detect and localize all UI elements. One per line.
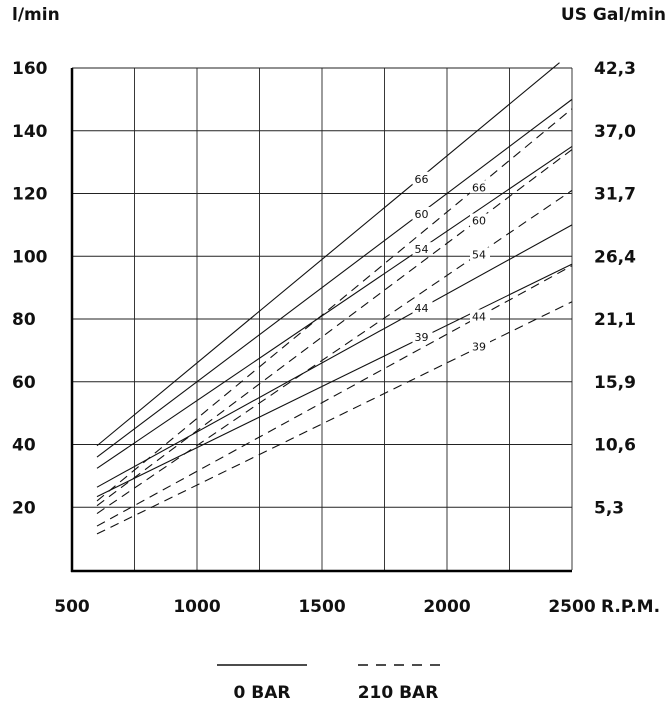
y2-tick-label: 5,3 [594, 498, 624, 518]
legend-label-210bar: 210 BAR [358, 683, 439, 703]
y-tick-label: 60 [12, 373, 36, 393]
series-label-54: 54 [472, 248, 486, 261]
legend-label-0bar: 0 BAR [234, 683, 291, 703]
series-label-bg [412, 206, 433, 220]
series-label-bg [412, 242, 433, 256]
series-label-bg [412, 330, 433, 344]
series-label-bg [470, 213, 490, 227]
series-label-bg [470, 180, 490, 194]
series-label-60: 60 [415, 208, 429, 221]
series-line-54-210bar [96, 189, 573, 514]
series-line-44-0bar [96, 224, 573, 488]
series-label-bg [412, 171, 433, 185]
series-label-66: 66 [472, 181, 486, 194]
series-label-bg [470, 309, 490, 323]
y-tick-label: 20 [12, 498, 36, 518]
x-tick-label: 1500 [298, 597, 345, 617]
y-tick-label: 40 [12, 436, 36, 456]
legend: 0 BAR 210 BAR [217, 664, 448, 703]
y-tick-label: 100 [12, 247, 48, 267]
series-line-60-0bar [96, 98, 573, 458]
y2-tick-label: 15,9 [594, 373, 636, 393]
series-line-66-210bar [96, 108, 573, 502]
series-label-44: 44 [415, 302, 429, 315]
series-label-66: 66 [415, 173, 429, 186]
y2-tick-label: 10,6 [594, 436, 636, 456]
y2-tick-label: 31,7 [594, 185, 636, 205]
series-label-bg [412, 300, 433, 314]
series-line-39-210bar [96, 301, 573, 535]
series-label-39: 39 [415, 331, 429, 344]
y-tick-label: 140 [12, 122, 48, 142]
x-tick-label: 2500 [548, 597, 595, 617]
left-axis-unit: l/min [12, 5, 60, 25]
x-tick-label: 500 [54, 597, 90, 617]
y2-tick-label: 21,1 [594, 310, 636, 330]
series-line-66-0bar [96, 62, 560, 447]
series-line-44-210bar [96, 265, 573, 527]
series-line-54-0bar [96, 145, 573, 469]
axes [70, 68, 572, 573]
series-label-54: 54 [415, 243, 429, 256]
axis-labels: 20 40 60 80 100 120 140 160 5,3 10,6 15,9 21,1 26,4 3… [12, 5, 666, 617]
y2-tick-label: 42,3 [594, 59, 636, 79]
series-label-bg [470, 247, 490, 261]
series-lines: 66 60 54 44 39 66 60 54 44 39 [96, 62, 573, 535]
x-tick-label: 1000 [173, 597, 220, 617]
right-axis-unit: US Gal/min [561, 5, 666, 25]
series-label-44: 44 [472, 310, 486, 323]
y2-tick-label: 26,4 [594, 247, 636, 267]
x-tick-label: 2000 [423, 597, 470, 617]
series-line-60-210bar [96, 149, 573, 507]
y-tick-label: 160 [12, 59, 48, 79]
y-tick-label: 80 [12, 310, 36, 330]
series-label-60: 60 [472, 215, 486, 228]
series-label-39: 39 [472, 341, 486, 354]
y2-tick-label: 37,0 [594, 122, 636, 142]
y-tick-label: 120 [12, 185, 48, 205]
series-line-39-0bar [96, 263, 573, 498]
grid [72, 67, 573, 570]
x-axis-unit: R.P.M. [601, 597, 660, 617]
series-label-bg [470, 339, 490, 353]
